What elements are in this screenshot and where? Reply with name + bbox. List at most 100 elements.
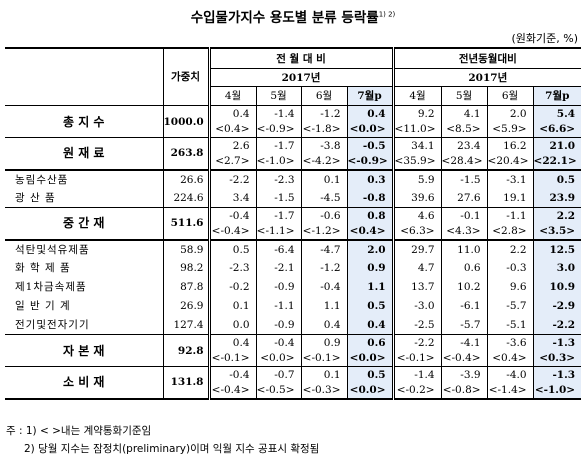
title-superscript: 1) 2) xyxy=(378,10,396,19)
row-label: 화 학 제 품 xyxy=(15,262,71,274)
yoy-value-cell: -3.1 xyxy=(486,169,534,189)
yoy-value-cell: -0.1 xyxy=(440,207,488,224)
mom-value-cell: 0.5 xyxy=(346,296,394,316)
mom-value-cell: -0.4 xyxy=(255,334,301,351)
yoy-value-cell: <4.3> xyxy=(440,223,488,240)
mom-month-header: 6월 xyxy=(300,86,347,106)
table-row: 제1차금속제품 87.8 -0.2 -0.9 -0.4 1.1 13.7 10.2 9.6 10.… xyxy=(5,277,582,297)
yoy-month-header: 5월 xyxy=(440,86,488,106)
row-label: 소 비 재 xyxy=(63,375,105,390)
yoy-value-cell: -1.4 xyxy=(391,366,442,383)
mom-value-cell: <-1.8> xyxy=(300,121,347,138)
mom-value-cell: -0.4 xyxy=(300,277,347,297)
mom-value-cell: <-0.4> xyxy=(207,223,256,240)
mom-value-cell: <-1.1> xyxy=(255,223,301,240)
yoy-value-cell: -5.1 xyxy=(486,315,534,335)
mom-value-cell: 0.9 xyxy=(300,334,347,351)
yoy-value-cell: -3.0 xyxy=(391,296,442,316)
mom-value-cell: -4.7 xyxy=(300,239,347,259)
yoy-value-cell: -2.2 xyxy=(391,334,442,351)
mom-value-cell: 0.8 xyxy=(346,207,394,224)
header-mom-year: 2017년 xyxy=(207,68,394,87)
yoy-value-cell: <11.0> xyxy=(391,121,442,138)
mom-value-cell: <2.7> xyxy=(207,153,256,170)
yoy-value-cell: -4.1 xyxy=(440,334,488,351)
mom-value-cell: <-0.5> xyxy=(255,382,301,399)
mom-value-cell: -2.2 xyxy=(207,169,256,189)
mom-value-cell: -4.5 xyxy=(300,188,347,208)
yoy-value-cell: <-0.8> xyxy=(440,382,488,399)
mom-value-cell: -1.1 xyxy=(255,296,301,316)
yoy-value-cell: 0.6 xyxy=(440,258,488,278)
mom-value-cell: 2.0 xyxy=(346,239,394,259)
table-row: <-0.4> <-0.5> <-0.3> <0.0> <-0.2> <-0.8> <-1.4… xyxy=(5,382,582,399)
yoy-month-header: 4월 xyxy=(391,86,442,106)
row-label: 총 지 수 xyxy=(63,114,105,129)
mom-value-cell: -2.1 xyxy=(255,258,301,278)
mom-value-cell: 0.4 xyxy=(346,315,394,335)
row-label: 제1차금속제품 xyxy=(15,281,87,293)
yoy-value-cell: 2.2 xyxy=(532,207,582,224)
footnote-1: 주 : 1) < >내는 계약통화기준임 xyxy=(6,425,152,437)
yoy-value-cell: 2.0 xyxy=(486,105,534,122)
unit-label: (원화기준, %) xyxy=(511,32,578,45)
price-index-table: 가중치 전 월 대 비 전년동월대비 2017년 2017년 4월 5월 6월 7월p… xyxy=(5,47,582,400)
yoy-value-cell: 4.7 xyxy=(391,258,442,278)
table-row: 자 본 재 92.8 0.4 -0.4 0.9 0.6 -2.2 -4.1 -3.6 -1.3 xyxy=(5,334,582,367)
yoy-value-cell: 0.5 xyxy=(532,169,582,189)
yoy-value-cell: 2.2 xyxy=(486,239,534,259)
yoy-value-cell: <6.6> xyxy=(532,121,582,138)
mom-value-cell: -1.7 xyxy=(255,207,301,224)
mom-value-cell: -0.2 xyxy=(207,277,256,297)
header-yoy: 전년동월대비 xyxy=(391,48,582,69)
yoy-value-cell: <35.9> xyxy=(391,153,442,170)
row-label: 원 재 료 xyxy=(63,146,105,161)
mom-value-cell: 0.6 xyxy=(346,334,394,351)
table-row: 광 산 품 224.6 3.4 -1.5 -4.5 -0.8 39.6 27.6 19.1 23.… xyxy=(5,188,582,208)
yoy-value-cell: <6.3> xyxy=(391,223,442,240)
table-title: 수입물가지수 용도별 분류 등락률1) 2) xyxy=(0,6,586,26)
table-row: 일 반 기 계 26.9 0.1 -1.1 1.1 0.5 -3.0 -6.1 -5.7 -2.9 xyxy=(5,296,582,316)
mom-month-header: 5월 xyxy=(255,86,301,106)
mom-value-cell: -0.7 xyxy=(255,366,301,383)
yoy-value-cell: 5.4 xyxy=(532,105,582,122)
table-row: <0.4> <-0.9> <-1.8> <0.0> <11.0> <8.5> <5.9> <6… xyxy=(5,121,582,138)
mom-value-cell: -3.8 xyxy=(300,137,347,154)
row-weight: 131.8 xyxy=(162,366,209,399)
row-label: 중 간 재 xyxy=(63,216,105,231)
header-yoy-year: 2017년 xyxy=(391,68,582,87)
yoy-value-cell: -3.9 xyxy=(440,366,488,383)
table-body: 총 지 수 1000.0 0.4 -1.4 -1.2 0.4 9.2 4.1 2.0 5.4 <0.… xyxy=(5,105,582,399)
header-weight: 가중치 xyxy=(162,48,209,106)
yoy-value-cell: 5.9 xyxy=(391,169,442,189)
header-mom: 전 월 대 비 xyxy=(207,48,394,69)
yoy-value-cell: -1.5 xyxy=(440,169,488,189)
yoy-value-cell: <-1.0> xyxy=(532,382,582,399)
mom-value-cell: 0.5 xyxy=(346,366,394,383)
yoy-value-cell: <22.1> xyxy=(532,153,582,170)
row-weight: 26.6 xyxy=(162,169,209,189)
mom-value-cell: 0.5 xyxy=(207,239,256,259)
table-row: <2.7> <-1.0> <-4.2> <-0.9> <35.9> <28.4> <20.4… xyxy=(5,153,582,170)
yoy-value-cell: -3.6 xyxy=(486,334,534,351)
mom-value-cell: -1.4 xyxy=(255,105,301,122)
yoy-value-cell: 27.6 xyxy=(440,188,488,208)
mom-value-cell: -1.2 xyxy=(300,258,347,278)
yoy-value-cell: 21.0 xyxy=(532,137,582,154)
yoy-value-cell: -0.3 xyxy=(486,258,534,278)
yoy-value-cell: -1.1 xyxy=(486,207,534,224)
yoy-value-cell: 16.2 xyxy=(486,137,534,154)
yoy-value-cell: 19.1 xyxy=(486,188,534,208)
mom-value-cell: 2.6 xyxy=(207,137,256,154)
row-label: 일 반 기 계 xyxy=(15,300,71,312)
mom-value-cell: <-1.0> xyxy=(255,153,301,170)
row-label: 농림수산품 xyxy=(15,173,69,186)
mom-value-cell: <-4.2> xyxy=(300,153,347,170)
row-weight: 92.8 xyxy=(162,334,209,367)
mom-value-cell: <-0.9> xyxy=(255,121,301,138)
table-row: 중 간 재 511.6 -0.4 -1.7 -0.6 0.8 4.6 -0.1 -1.1 2.2 xyxy=(5,207,582,240)
mom-value-cell: <0.0> xyxy=(346,350,394,367)
mom-value-cell: -0.6 xyxy=(300,207,347,224)
yoy-value-cell: -2.5 xyxy=(391,315,442,335)
mom-value-cell: 1.1 xyxy=(300,296,347,316)
